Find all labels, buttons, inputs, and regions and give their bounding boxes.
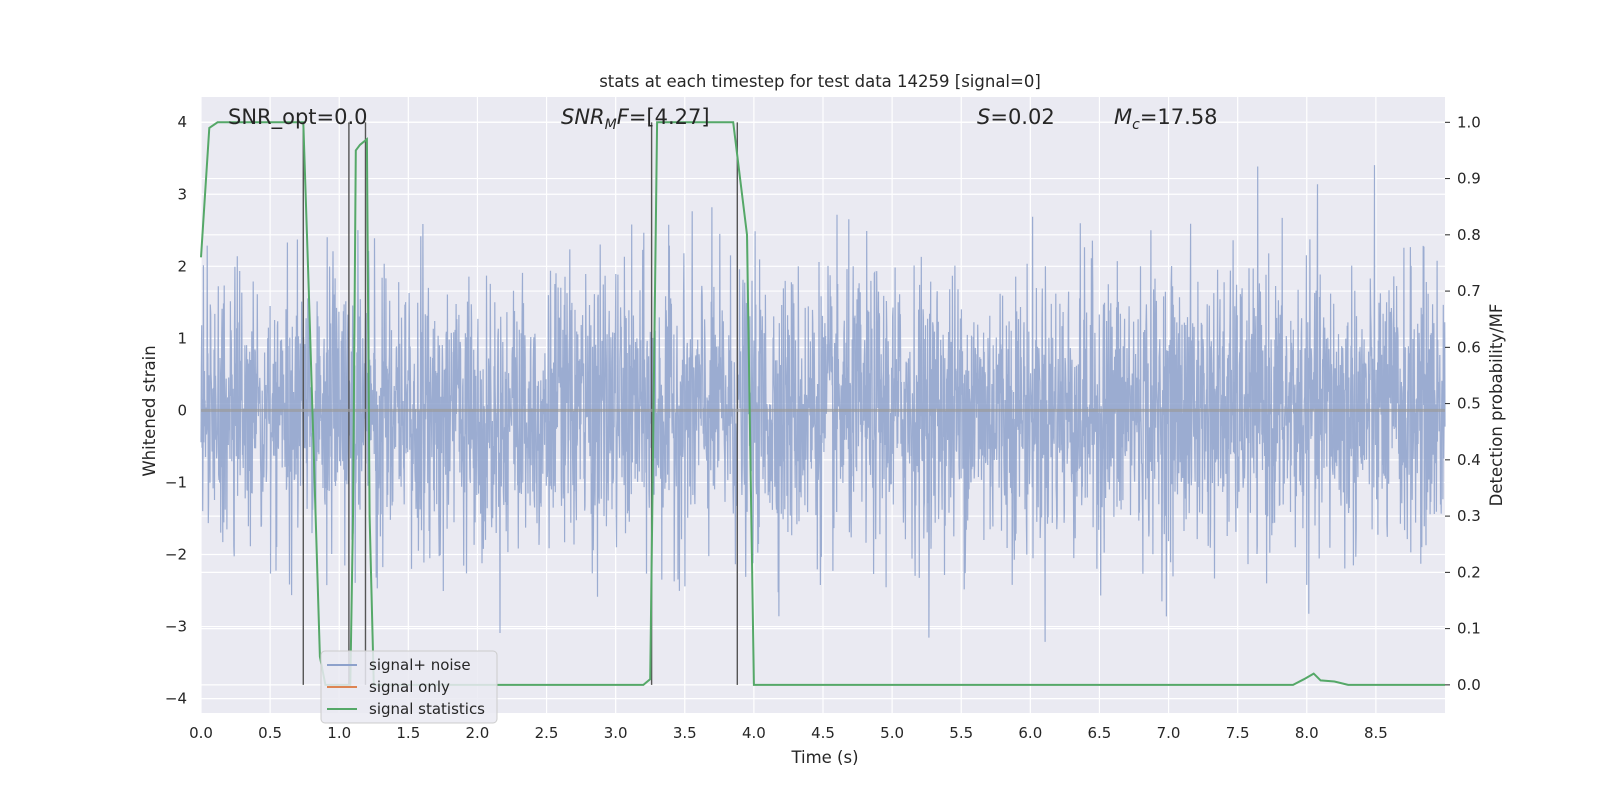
y-axis-label-right: Detection probability/MF — [1487, 304, 1506, 507]
x-tick-label: 2.5 — [535, 724, 559, 742]
x-tick-label: 3.0 — [604, 724, 628, 742]
y-tick-label-right: 0.3 — [1457, 507, 1481, 525]
y-tick-label-left: 4 — [177, 113, 187, 131]
x-tick-label: 7.5 — [1226, 724, 1250, 742]
series-signal-statistics — [200, 121, 1445, 686]
x-tick-label: 6.5 — [1088, 724, 1112, 742]
y-tick-label-right: 0.6 — [1457, 338, 1481, 356]
y-tick-label-right: 1.0 — [1457, 113, 1481, 131]
y-tick-label-right: 0.8 — [1457, 226, 1481, 244]
x-tick-label: 0.0 — [189, 724, 213, 742]
y-tick-label-left: 2 — [177, 257, 187, 275]
y-tick-label-left: −1 — [165, 473, 187, 491]
chart-title: stats at each timestep for test data 142… — [599, 72, 1041, 91]
x-tick-label: 8.5 — [1364, 724, 1388, 742]
legend: signal+ noise signal only signal statistic… — [320, 650, 498, 724]
legend-label: signal only — [369, 678, 450, 696]
y-tick-label-right: 0.5 — [1457, 395, 1481, 413]
y-tick-label-left: −2 — [165, 545, 187, 563]
annotation-snr-mf: SNRMF=[4.27] — [561, 105, 710, 133]
y-tick-label-left: −3 — [165, 618, 187, 636]
y-axis-label-left: Whitened strain — [140, 345, 159, 476]
annotation-s: S=0.02 — [977, 105, 1055, 129]
x-tick-label: 8.0 — [1295, 724, 1319, 742]
annotation-mc: Mc=17.58 — [1114, 105, 1218, 133]
y-tick-label-left: 3 — [177, 185, 187, 203]
x-tick-label: 1.5 — [396, 724, 420, 742]
noise-line — [200, 165, 1446, 642]
y-tick-labels-right: 0.0 0.1 0.2 0.3 0.4 0.5 0.6 0.7 0.8 0.9 1.0 — [1445, 113, 1481, 694]
annotation-snr-opt: SNR_opt=0.0 — [228, 105, 368, 130]
x-tick-label: 3.5 — [673, 724, 697, 742]
x-tick-label: 0.5 — [258, 724, 282, 742]
legend-box — [320, 650, 498, 724]
x-tick-label: 6.0 — [1018, 724, 1042, 742]
y-tick-label-left: −4 — [165, 690, 187, 708]
x-tick-labels: 0.0 0.5 1.0 1.5 2.0 2.5 3.0 3.5 4.0 4.5 5.0 5.5 6.0 6… — [189, 724, 1388, 742]
x-tick-label: 1.0 — [327, 724, 351, 742]
x-tick-label: 7.0 — [1157, 724, 1181, 742]
x-tick-label: 5.5 — [949, 724, 973, 742]
y-tick-labels-left: −4 −3 −2 −1 0 1 2 3 4 — [165, 113, 187, 707]
y-tick-label-right: 0.4 — [1457, 451, 1481, 469]
x-tick-label: 4.0 — [742, 724, 766, 742]
legend-label: signal statistics — [369, 700, 485, 718]
y-tick-label-right: 0.2 — [1457, 563, 1481, 581]
x-tick-label: 5.0 — [880, 724, 904, 742]
x-tick-label: 2.0 — [466, 724, 490, 742]
x-tick-label: 4.5 — [811, 724, 835, 742]
legend-label: signal+ noise — [369, 656, 471, 674]
series-signal-plus-noise — [200, 165, 1446, 642]
y-tick-label-right: 0.0 — [1457, 676, 1481, 694]
y-tick-label-right: 0.7 — [1457, 282, 1481, 300]
signal-statistics-line — [200, 121, 1445, 686]
y-tick-label-right: 0.9 — [1457, 170, 1481, 188]
y-tick-label-left: 1 — [177, 329, 187, 347]
y-tick-label-left: 0 — [177, 401, 187, 419]
y-tick-label-right: 0.1 — [1457, 620, 1481, 638]
x-axis-label: Time (s) — [790, 748, 858, 767]
